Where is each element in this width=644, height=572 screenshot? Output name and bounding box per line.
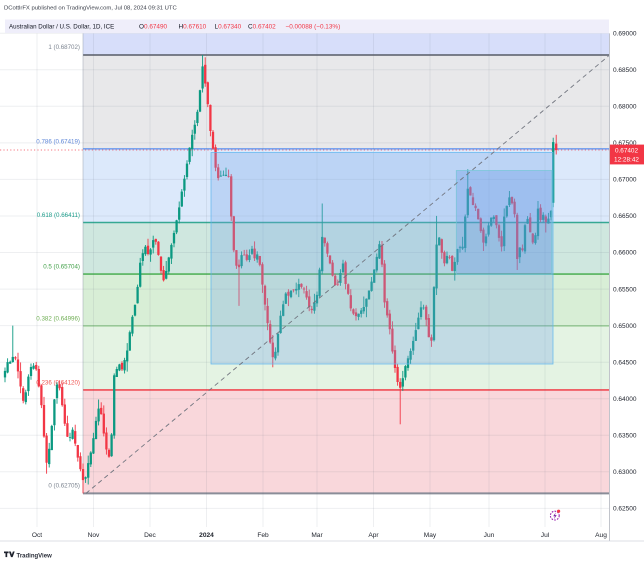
svg-text:0.63500: 0.63500 [613,433,637,440]
svg-text:0.786 (0.67419): 0.786 (0.67419) [36,138,80,145]
svg-text:Feb: Feb [257,532,269,539]
svg-text:TradingView: TradingView [17,553,53,559]
svg-text:0.64000: 0.64000 [613,396,637,403]
svg-text:DCottlrFX published on Trading: DCottlrFX published on TradingView.com, … [4,5,178,11]
svg-text:0 (0.62705): 0 (0.62705) [48,482,80,489]
svg-text:0.382 (0.64996): 0.382 (0.64996) [36,315,80,322]
svg-text:0.62500: 0.62500 [613,506,637,513]
svg-text:1 (0.68702): 1 (0.68702) [48,44,80,51]
svg-text:0.65000: 0.65000 [613,323,637,330]
svg-text:Jul: Jul [541,532,550,539]
svg-text:Jun: Jun [484,532,495,539]
svg-text:0.67402: 0.67402 [615,148,639,155]
svg-text:0.68000: 0.68000 [613,104,637,111]
svg-text:Mar: Mar [311,532,323,539]
svg-text:2024: 2024 [199,532,214,539]
svg-text:0.68500: 0.68500 [613,67,637,74]
svg-text:May: May [424,532,437,539]
svg-text:0.65500: 0.65500 [613,286,637,293]
svg-text:12:28:42: 12:28:42 [614,156,639,163]
svg-text:0.69000: 0.69000 [613,30,637,37]
svg-text:Nov: Nov [88,532,100,539]
svg-text:0.66000: 0.66000 [613,250,637,257]
svg-text:0.5 (0.65704): 0.5 (0.65704) [43,264,80,271]
svg-text:0.67000: 0.67000 [613,177,637,184]
svg-text:Apr: Apr [368,532,379,539]
svg-text:0.66500: 0.66500 [613,213,637,220]
svg-text:Australian Dollar / U.S. Dolla: Australian Dollar / U.S. Dollar, 1D, ICE [9,24,114,31]
svg-text:0.618 (0.66411): 0.618 (0.66411) [37,212,80,219]
svg-text:0.64500: 0.64500 [613,359,637,366]
svg-text:Oct: Oct [32,532,42,539]
svg-text:Dec: Dec [144,532,156,539]
svg-text:0.63000: 0.63000 [613,469,637,476]
svg-text:Aug: Aug [595,532,607,539]
